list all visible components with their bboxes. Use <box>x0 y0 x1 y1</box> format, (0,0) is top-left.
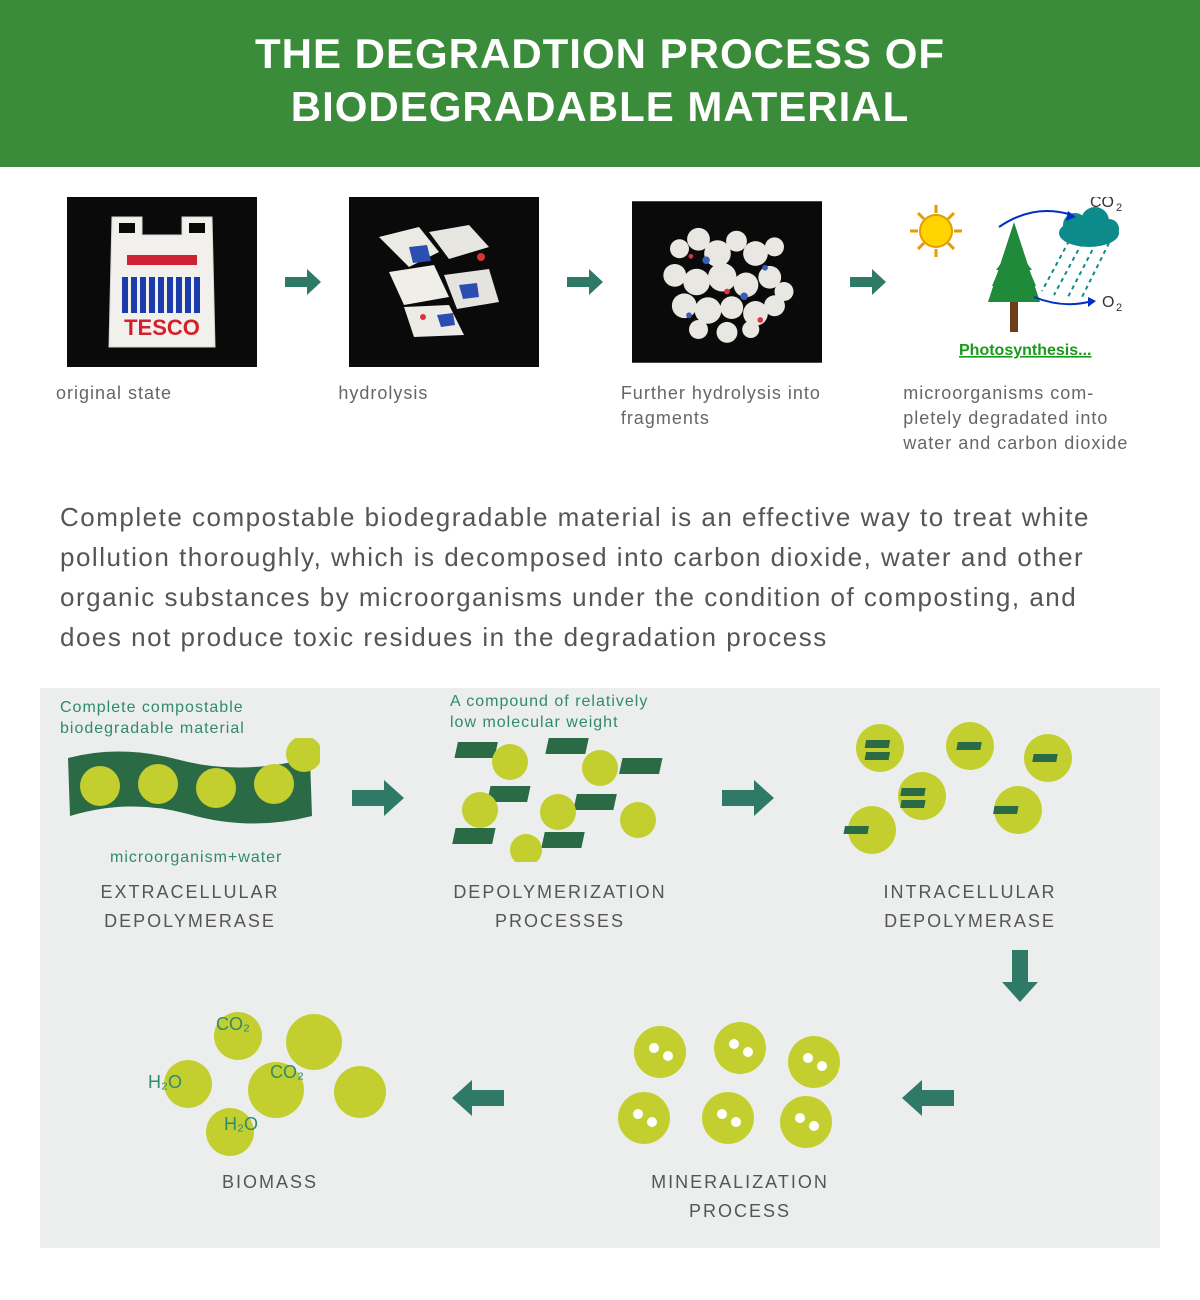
note-top-center: A compound of relatively low molecular w… <box>450 692 680 734</box>
stage-fragments: Further hydrolysis into fragments <box>615 197 839 431</box>
co2-label-2: CO₂ <box>270 1062 304 1083</box>
svg-text:2: 2 <box>1116 302 1122 314</box>
co2-label-1: CO₂ <box>216 1014 250 1035</box>
step1-graphic <box>60 738 320 848</box>
panel-arrow-5 <box>450 1078 506 1123</box>
step1-label: EXTRACELLULAR DEPOLYMERASE <box>80 878 300 936</box>
stage2-caption: hydrolysis <box>332 381 556 406</box>
step2-graphic <box>440 732 680 862</box>
svg-text:CO: CO <box>1090 197 1114 211</box>
title-line1: THE DEGRADTION PROCESS OF <box>20 28 1180 81</box>
step3-graphic <box>820 718 1080 868</box>
panel-arrow-1 <box>350 778 406 823</box>
stage4-image: CO 2 O 2 Photosynthesis... <box>904 197 1144 367</box>
stage1-caption: original state <box>50 381 274 406</box>
note-mid-left: microorganism+water <box>110 848 282 869</box>
step3-label: INTRACELLULAR DEPOLYMERASE <box>860 878 1080 936</box>
svg-text:2: 2 <box>1116 202 1122 214</box>
note-top-left: Complete compostable biodegradable mater… <box>60 698 290 740</box>
stage3-caption: Further hydrolysis into fragments <box>615 381 839 431</box>
h2o-label-2: H₂O <box>224 1114 258 1135</box>
process-panel: Complete compostable biodegradable mater… <box>40 688 1160 1248</box>
arrow-1 <box>282 197 325 367</box>
stage-original: TESCO original state <box>50 197 274 406</box>
svg-text:Photosynthesis...: Photosynthesis... <box>959 342 1091 359</box>
degradation-stages-row: TESCO original state <box>0 167 1200 467</box>
stage3-image <box>632 197 822 367</box>
header-bar: THE DEGRADTION PROCESS OF BIODEGRADABLE … <box>0 0 1200 167</box>
step4-label: MINERALIZATION PROCESS <box>630 1168 850 1226</box>
panel-arrow-4 <box>900 1078 956 1123</box>
svg-text:O: O <box>1102 294 1114 311</box>
panel-arrow-3 <box>1000 948 1040 1009</box>
stage-photosynthesis: CO 2 O 2 Photosynthesis... microorganism… <box>897 197 1150 457</box>
panel-arrow-2 <box>720 778 776 823</box>
stage1-image: TESCO <box>67 197 257 367</box>
stage-hydrolysis: hydrolysis <box>332 197 556 406</box>
bag-brand-text: TESCO <box>124 315 200 340</box>
step5-graphic: CO₂ CO₂ H₂O H₂O <box>130 1008 410 1158</box>
arrow-3 <box>846 197 889 367</box>
title-line2: BIODEGRADABLE MATERIAL <box>20 81 1180 134</box>
step4-graphic <box>600 1018 860 1158</box>
stage4-caption: microorganisms com-pletely degradated in… <box>897 381 1150 457</box>
description-paragraph: Complete compostable biodegradable mater… <box>0 467 1200 688</box>
stage2-image <box>349 197 539 367</box>
step2-label: DEPOLYMERIZATION PROCESSES <box>450 878 670 936</box>
step5-label: BIOMASS <box>190 1168 350 1197</box>
h2o-label-1: H₂O <box>148 1072 182 1093</box>
arrow-2 <box>564 197 607 367</box>
